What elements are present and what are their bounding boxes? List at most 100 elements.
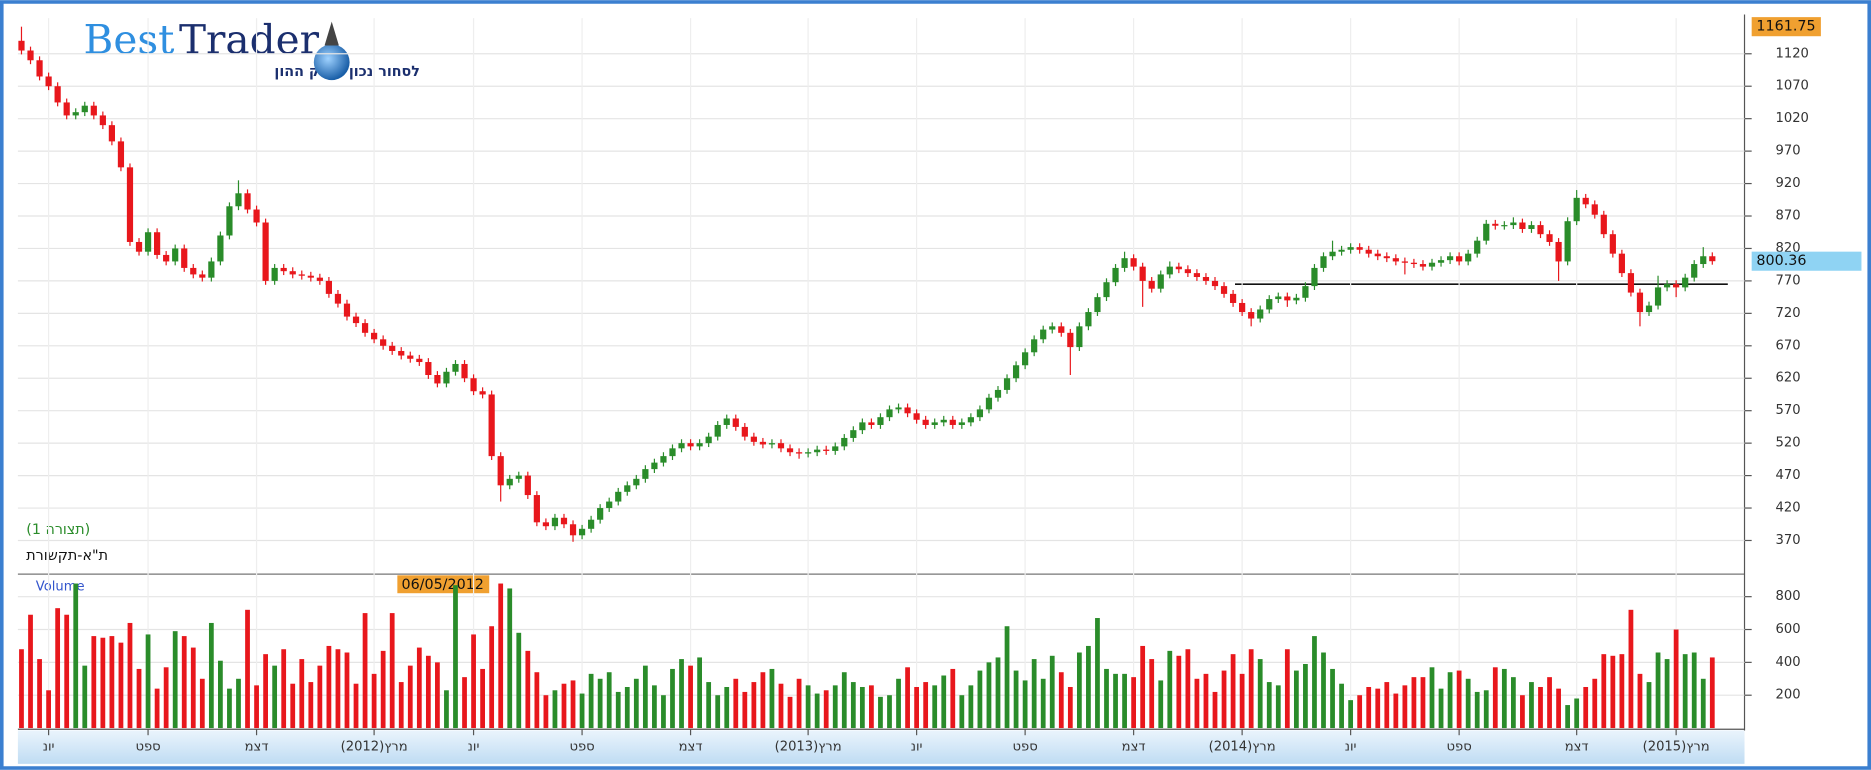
y-tick-label: 1070 xyxy=(1776,79,1809,94)
volume-bar xyxy=(435,662,440,729)
candle-body xyxy=(307,275,314,278)
candle-body xyxy=(1085,312,1092,327)
volume-bar xyxy=(462,677,467,729)
volume-bar xyxy=(1149,659,1155,729)
volume-bar xyxy=(760,672,766,729)
volume-bar xyxy=(869,685,874,729)
candle-body xyxy=(850,430,857,438)
candle-body xyxy=(398,350,405,356)
volume-bar xyxy=(46,690,51,729)
candle-body xyxy=(1682,277,1689,288)
volume-bar xyxy=(561,683,567,729)
volume-bar xyxy=(1628,609,1634,729)
volume-bar xyxy=(633,678,639,729)
volume-bar xyxy=(1366,686,1372,729)
candle-body xyxy=(1663,284,1671,288)
volume-bar xyxy=(986,662,992,729)
volume-bar xyxy=(1158,680,1164,729)
candle-body xyxy=(1302,286,1309,298)
x-tick-label: דצמ xyxy=(679,740,703,755)
volume-bar xyxy=(37,659,42,729)
candle-body xyxy=(488,394,495,457)
max-label: 1161.75 xyxy=(1756,19,1815,35)
volume-bar xyxy=(227,688,232,729)
volume-bar xyxy=(552,690,558,729)
volume-bar xyxy=(878,696,883,729)
volume-bar xyxy=(778,683,784,729)
candle-body xyxy=(1275,296,1282,300)
volume-bar xyxy=(1655,652,1661,729)
volume-bar xyxy=(181,636,187,729)
candle-body xyxy=(524,475,531,496)
volume-bar xyxy=(389,613,395,729)
candle-body xyxy=(814,449,821,453)
volume-bar xyxy=(1637,673,1643,729)
volume-bar xyxy=(1556,688,1561,729)
candle-body xyxy=(533,495,540,523)
candle-body xyxy=(777,443,785,449)
candle-body xyxy=(244,193,251,210)
volume-bar xyxy=(796,678,802,729)
candle-body xyxy=(280,267,287,272)
volume-bar xyxy=(570,680,576,729)
candle-body xyxy=(759,441,767,445)
candle-body xyxy=(371,332,378,340)
candle-body xyxy=(135,241,143,252)
volume-bar xyxy=(1547,677,1552,729)
volume-bar xyxy=(968,685,974,729)
volume-bar xyxy=(91,636,97,729)
candle-body xyxy=(352,316,360,324)
candle-body xyxy=(795,452,803,454)
volume-bar xyxy=(859,686,865,729)
logo-tagline: לסחור נכון בשוק ההון xyxy=(274,64,419,80)
volume-bar xyxy=(615,691,621,729)
volume-bar xyxy=(1185,649,1191,729)
x-axis-band xyxy=(17,730,1745,764)
volume-bar xyxy=(1429,667,1435,729)
x-tick-label: דצמ xyxy=(245,740,269,755)
volume-bar xyxy=(1583,686,1589,729)
candle-body xyxy=(271,267,278,281)
volume-bar xyxy=(416,647,422,729)
volume-bar xyxy=(724,686,730,729)
x-tick-label: ספט xyxy=(1447,740,1472,755)
volume-bar xyxy=(805,685,811,729)
y-tick-label: 920 xyxy=(1776,176,1801,191)
candle-body xyxy=(1645,305,1653,313)
candle-body xyxy=(1446,256,1454,261)
volume-bar xyxy=(516,632,522,729)
volume-bar xyxy=(172,631,178,729)
volume-bar xyxy=(733,678,739,729)
logo-globe xyxy=(313,44,350,81)
volume-bar xyxy=(1095,618,1100,729)
candle-body xyxy=(1410,262,1418,265)
candle-body xyxy=(1374,253,1381,257)
chart-title: ת"א-תקשורת xyxy=(26,548,108,564)
candle-body xyxy=(832,446,839,451)
candle-body xyxy=(1691,264,1698,278)
volume-bar xyxy=(1619,654,1625,729)
volume-bar xyxy=(1339,683,1344,729)
volume-bar xyxy=(823,690,829,729)
candle-body xyxy=(253,209,260,223)
volume-bar xyxy=(769,668,775,729)
volume-bar xyxy=(1104,668,1109,729)
volume-bar xyxy=(1067,686,1073,729)
candle-body xyxy=(597,508,604,520)
volume-bar xyxy=(1384,682,1390,729)
candle-body xyxy=(1148,280,1155,289)
candle-body xyxy=(922,419,929,425)
candle-body xyxy=(1022,352,1029,366)
volume-bar xyxy=(1565,705,1571,729)
candle-body xyxy=(1121,258,1128,268)
volume-bar xyxy=(1438,688,1444,729)
volume-bar xyxy=(1402,685,1408,729)
volume-bar xyxy=(64,614,70,729)
candle-body xyxy=(190,267,197,275)
volume-bar xyxy=(1592,678,1598,729)
candle-body xyxy=(1483,223,1490,241)
volume-bar xyxy=(832,685,838,729)
candle-body xyxy=(1537,225,1544,235)
volume-bar xyxy=(163,667,169,729)
